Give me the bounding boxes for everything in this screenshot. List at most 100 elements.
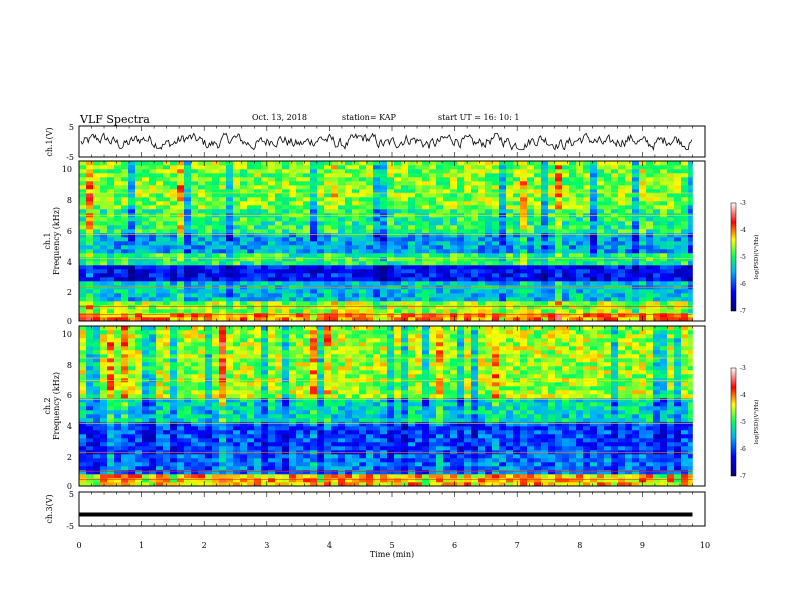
spectrogram-cell [555, 466, 563, 471]
spectrogram-cell [373, 462, 381, 467]
spectrogram-cell [618, 297, 626, 302]
spectrogram-cell [373, 273, 381, 278]
spectrogram-cell [660, 458, 668, 463]
spectrogram-cell [247, 470, 255, 475]
spectrogram-cell [597, 225, 605, 230]
spectrogram-cell [205, 442, 213, 447]
spectrogram-cell [422, 281, 430, 286]
spectrogram-cell [527, 281, 535, 286]
spectrogram-cell [170, 277, 178, 282]
spectrogram-cell [86, 229, 94, 234]
spectrogram-cell [478, 305, 486, 310]
spectrogram-cell [310, 193, 318, 198]
spectrogram-cell [156, 434, 164, 439]
spectrogram-cell [471, 257, 479, 262]
spectrogram-cell [555, 269, 563, 274]
spectrogram-cell [352, 269, 360, 274]
spectrogram-cell [604, 265, 612, 270]
spectrogram-cell [366, 293, 374, 298]
spectrogram-cell [485, 277, 493, 282]
spectrogram-cell [282, 277, 290, 282]
spectrogram-cell [674, 229, 682, 234]
spectrogram-cell [625, 482, 633, 487]
spectrogram-cell [499, 478, 507, 483]
spectrogram-cell [464, 185, 472, 190]
spectrogram-cell [373, 281, 381, 286]
spectrogram-cell [422, 269, 430, 274]
spectrogram-cell [611, 189, 619, 194]
spectrogram-cell [275, 466, 283, 471]
spectrogram-cell [527, 289, 535, 294]
spectrogram-cell [198, 297, 206, 302]
spectrogram-cell [247, 205, 255, 210]
spectrogram-cell [422, 458, 430, 463]
spectrogram-cell [618, 181, 626, 186]
spectrogram-cell [156, 225, 164, 230]
spectrogram-cell [576, 462, 584, 467]
spectrogram-cell [352, 225, 360, 230]
spectrogram-cell [555, 462, 563, 467]
spectrogram-cell [534, 281, 542, 286]
spectrogram-cell [247, 249, 255, 254]
spectrogram-cell [219, 205, 227, 210]
spectrogram-cell [632, 201, 640, 206]
spectrogram-cell [478, 225, 486, 230]
spectrogram-cell [534, 173, 542, 178]
spectrogram-cell [597, 249, 605, 254]
spectrogram-cell [373, 482, 381, 487]
spectrogram-cell [317, 434, 325, 439]
spectrogram-cell [359, 462, 367, 467]
spectrogram-cell [338, 313, 346, 318]
spectrogram-cell [401, 265, 409, 270]
spectrogram-cell [233, 197, 241, 202]
spectrogram-cell [688, 277, 693, 282]
spectrogram-cell [471, 482, 479, 487]
spectrogram-cell [408, 205, 416, 210]
spectrogram-cell [338, 193, 346, 198]
spectrogram-cell [688, 189, 693, 194]
spectrogram-cell [177, 446, 185, 451]
spectrogram-cell [128, 273, 136, 278]
spectrogram-cell [184, 197, 192, 202]
spectrogram-cell [422, 225, 430, 230]
spectrogram-cell [667, 245, 675, 250]
spectrogram-cell [275, 205, 283, 210]
spectrogram-cell [436, 434, 444, 439]
spectrogram-cell [408, 309, 416, 314]
spectrogram-cell [247, 241, 255, 246]
spectrogram-cell [79, 233, 87, 238]
spectrogram-cell [541, 265, 549, 270]
spectrogram-cell [324, 257, 332, 262]
spectrogram-cell [310, 173, 318, 178]
spectrogram-cell [527, 205, 535, 210]
spectrogram-cell [373, 257, 381, 262]
spectrogram-cell [177, 265, 185, 270]
spectrogram-cell [618, 237, 626, 242]
spectrogram-cell [324, 297, 332, 302]
spectrogram-cell [289, 277, 297, 282]
spectrogram-cell [296, 446, 304, 451]
spectrogram-cell [639, 229, 647, 234]
spectrogram-cell [618, 261, 626, 266]
spectrogram-cell [121, 466, 129, 471]
spectrogram-cell [275, 221, 283, 226]
spectrogram-cell [177, 458, 185, 463]
spectrogram-cell [513, 241, 521, 246]
spectrogram-cell [128, 442, 136, 447]
spectrogram-cell [534, 181, 542, 186]
spectrogram-cell [268, 430, 276, 435]
spectrogram-cell [464, 237, 472, 242]
spectrogram-cell [436, 221, 444, 226]
spectrogram-cell [401, 233, 409, 238]
spectrogram-cell [660, 301, 668, 306]
spectrogram-cell [303, 454, 311, 459]
spectrogram-cell [100, 209, 108, 214]
spectrogram-cell [653, 317, 661, 322]
spectrogram-cell [275, 313, 283, 318]
spectrogram-cell [618, 454, 626, 459]
spectrogram-cell [499, 257, 507, 262]
spectrogram-cell [184, 478, 192, 483]
spectrogram-cell [541, 482, 549, 487]
spectrogram-cell [429, 173, 437, 178]
spectrogram-cell [604, 466, 612, 471]
